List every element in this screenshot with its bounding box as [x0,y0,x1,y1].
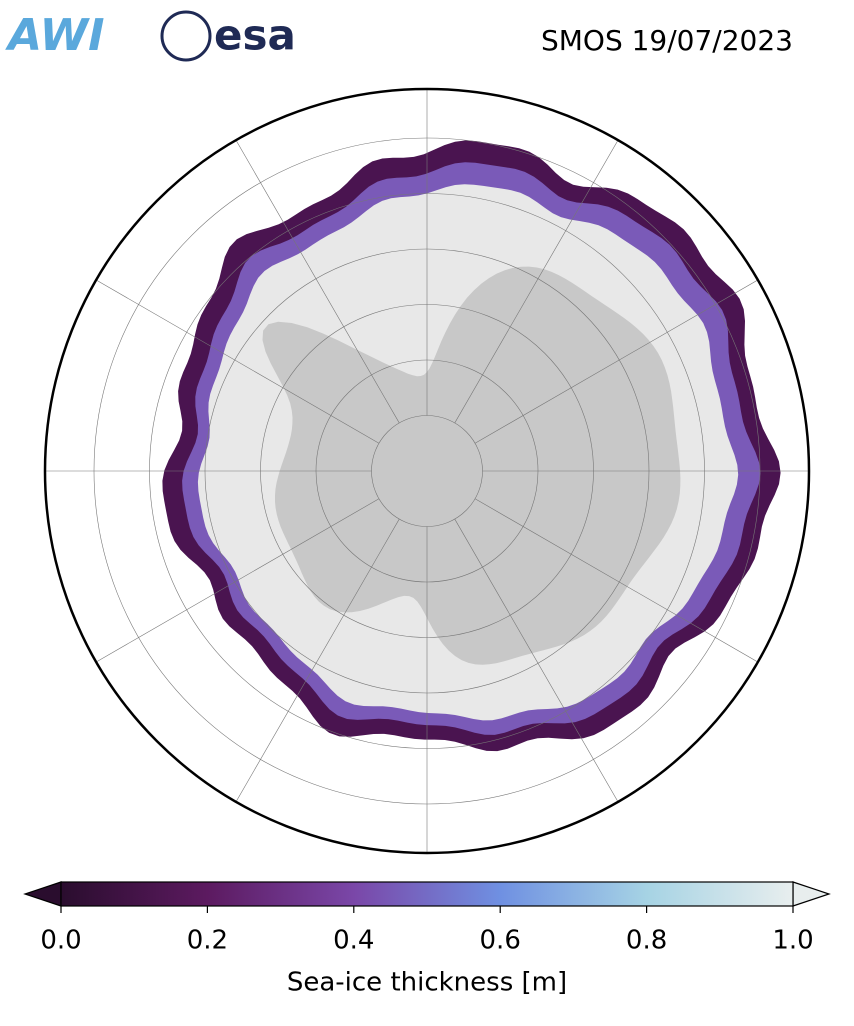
meridian [474,270,774,444]
colorbar-tick-label: 0.0 [40,926,81,956]
awi-logo: AWI [5,10,105,61]
colorbar-extend-low [23,881,62,907]
meridian [474,498,774,672]
antarctica [262,266,681,665]
colorbar-tick-label: 1.0 [772,926,813,956]
map-frame [43,87,811,855]
meridian [454,124,628,424]
colorbar: 0.0 0.2 0.4 0.6 0.8 1.0 Sea-ice thickness [m] [23,881,831,998]
map-title: SMOS 19/07/2023 [541,24,793,57]
graticule [45,89,809,853]
esa-emblem [160,10,212,62]
meridian [226,124,400,424]
colorbar-tick-label: 0.8 [626,926,667,956]
colorbar-tick-label: 0.6 [480,926,521,956]
colorbar-tick-label: 0.2 [187,926,228,956]
meridian [226,518,400,818]
colorbar-extend-high [792,881,831,907]
colorbar-label: Sea-ice thickness [m] [287,968,567,998]
meridian [454,518,628,818]
meridian [80,270,380,444]
meridian [80,498,380,672]
map [45,89,809,853]
colorbar-bar [60,881,794,907]
esa-logo: esa [214,11,296,60]
colorbar-tick-label: 0.4 [333,926,374,956]
